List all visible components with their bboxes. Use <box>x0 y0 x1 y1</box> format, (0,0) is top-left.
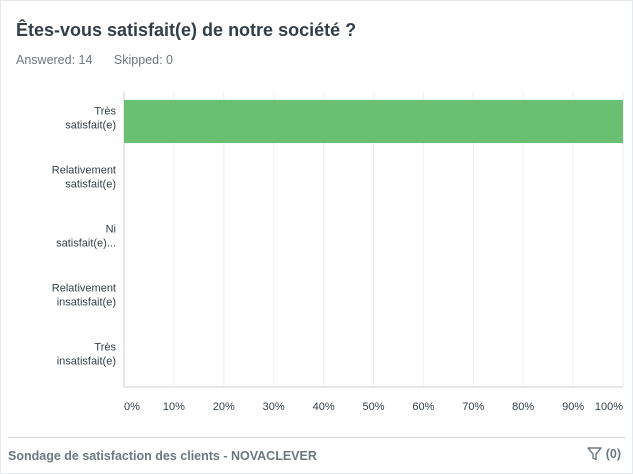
category-label-line: insatisfait(e) <box>57 356 116 368</box>
x-tick-label: 100% <box>595 401 623 413</box>
category-label: Relativement insatisfait(e) <box>52 283 116 309</box>
category-label-line: Très <box>94 106 116 118</box>
footer-divider <box>8 437 625 438</box>
x-tick-label: 70% <box>462 401 484 413</box>
category-label-line: satisfait(e)... <box>56 238 116 250</box>
x-tick-label: 80% <box>512 401 534 413</box>
x-tick-label: 0% <box>124 401 140 413</box>
filter-count: (0) <box>605 447 621 461</box>
filter-icon <box>587 447 602 461</box>
category-label: Relativement satisfait(e) <box>52 165 116 191</box>
survey-name: Sondage de satisfaction des clients - NO… <box>8 449 317 463</box>
category-label: Très insatisfait(e) <box>57 342 117 368</box>
category-label-line: Très <box>94 342 116 354</box>
question-title: Êtes-vous satisfait(e) de notre société … <box>16 20 357 40</box>
response-stats: Answered: 14 Skipped: 0 <box>16 53 191 67</box>
x-tick-label: 50% <box>362 401 384 413</box>
category-label-line: insatisfait(e) <box>57 297 116 309</box>
x-tick-label: 10% <box>163 401 185 413</box>
filter-button[interactable]: (0) <box>587 447 621 461</box>
category-label-line: Relativement <box>52 165 116 177</box>
category-label-line: Ni <box>106 224 116 236</box>
skipped-count: Skipped: 0 <box>113 53 173 67</box>
x-tick-label: 40% <box>313 401 335 413</box>
x-tick-label: 60% <box>412 401 434 413</box>
category-label-line: satisfait(e) <box>65 120 116 132</box>
x-tick-label: 20% <box>213 401 235 413</box>
category-label-line: Relativement <box>52 283 116 295</box>
category-label: Très satisfait(e) <box>65 106 116 132</box>
answered-count: Answered: 14 <box>16 53 93 67</box>
category-label-line: satisfait(e) <box>65 179 116 191</box>
category-label: Ni satisfait(e)... <box>56 224 116 250</box>
x-tick-label: 90% <box>562 401 584 413</box>
x-tick-label: 30% <box>263 401 285 413</box>
bar <box>124 100 623 143</box>
